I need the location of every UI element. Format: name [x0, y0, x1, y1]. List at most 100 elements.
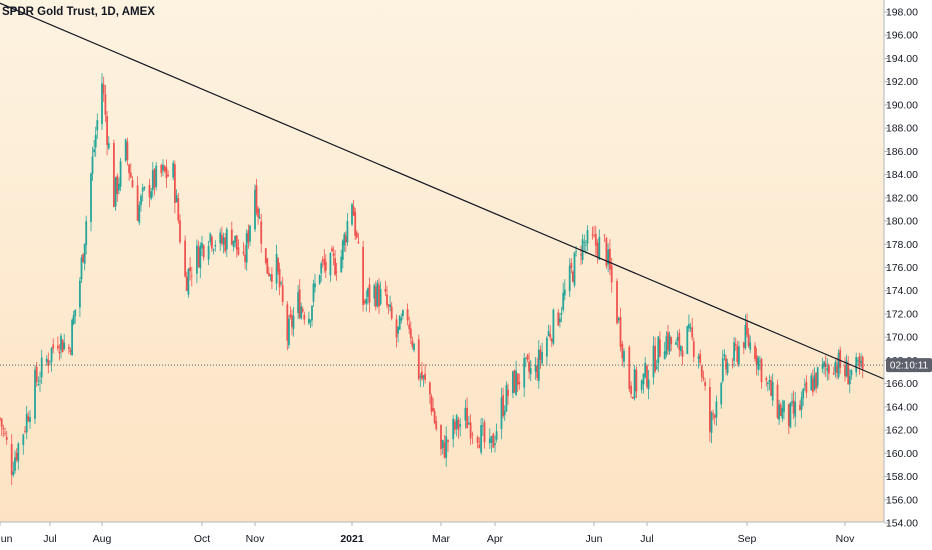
- candle-body: [783, 400, 785, 412]
- candle-body: [211, 236, 213, 249]
- candle-body: [858, 356, 861, 367]
- candle-body: [25, 413, 28, 433]
- candle-body: [35, 366, 38, 383]
- candle-body: [647, 379, 650, 390]
- candle-body: [421, 371, 423, 380]
- candle-body: [266, 258, 269, 274]
- trendline[interactable]: [0, 2, 885, 380]
- candle-body: [765, 378, 768, 381]
- candle-body: [332, 253, 335, 256]
- candle-body: [264, 248, 267, 263]
- candle-body: [27, 416, 30, 422]
- candle-body: [605, 237, 608, 266]
- candle-body: [417, 339, 420, 379]
- candle-body: [478, 444, 481, 449]
- candle-body: [768, 380, 771, 382]
- candle-body: [292, 315, 295, 329]
- price-axis[interactable]: 198.00 196.00 194.00 192.00 190.00 188.00 186.…: [884, 7, 918, 530]
- candle-body: [379, 289, 382, 305]
- candle-body: [60, 335, 62, 350]
- candle-body: [668, 335, 671, 352]
- candle-body: [150, 191, 153, 199]
- candle-body: [778, 404, 780, 420]
- candle-body: [167, 174, 169, 177]
- candle-body: [362, 246, 364, 305]
- candle-body: [678, 332, 681, 350]
- candle-body: [826, 367, 829, 371]
- candle-body: [312, 283, 315, 302]
- candle-body: [406, 309, 409, 321]
- candle-body: [644, 362, 647, 377]
- candle-body: [207, 246, 210, 260]
- candle-body: [725, 357, 727, 370]
- candle-body: [534, 365, 537, 372]
- candle-body: [733, 342, 735, 361]
- candle-body: [575, 251, 577, 252]
- candle-body: [365, 298, 368, 304]
- candle-body: [617, 317, 620, 321]
- candle-body: [744, 324, 747, 349]
- price-tick-label: 162.00: [886, 425, 918, 437]
- candle-body: [791, 401, 793, 403]
- candle-body: [655, 366, 658, 369]
- price-tick-label: 156.00: [886, 494, 918, 506]
- candle-body: [17, 443, 20, 462]
- candle-body: [291, 315, 293, 327]
- price-tick-label: 172.00: [886, 309, 918, 321]
- candle-body: [713, 415, 716, 418]
- candle-body: [143, 187, 146, 189]
- candle-body: [539, 349, 542, 360]
- candle-body: [368, 284, 371, 303]
- candle-body: [0, 418, 3, 427]
- candle-body: [93, 149, 95, 153]
- price-tick-label: 178.00: [886, 239, 918, 251]
- last-price-tag-background: [886, 358, 932, 373]
- candle-body: [378, 285, 380, 307]
- time-tick-label: Aug: [93, 533, 112, 545]
- candle-body: [816, 367, 819, 386]
- candle-body: [96, 120, 99, 131]
- candle-body: [799, 404, 801, 410]
- candle-body: [140, 195, 142, 206]
- candle-body: [12, 471, 15, 476]
- candle-body: [526, 355, 529, 360]
- candle-body: [172, 162, 175, 178]
- candle-body: [633, 369, 636, 399]
- candle-body: [459, 424, 462, 427]
- candle-body: [351, 204, 353, 225]
- candle-body: [91, 156, 94, 174]
- candle-body: [10, 444, 13, 475]
- candle-body: [49, 360, 51, 362]
- candle-body: [815, 372, 817, 389]
- candle-body: [594, 233, 597, 246]
- candle-body: [847, 364, 850, 385]
- candle-body: [329, 253, 332, 276]
- candle-body: [24, 431, 26, 432]
- candle-body: [828, 365, 830, 374]
- candle-body: [443, 442, 446, 458]
- candle-body: [681, 350, 684, 357]
- candle-body: [433, 411, 436, 423]
- price-axis-background: [884, 0, 932, 550]
- price-tick-label: 194.00: [886, 53, 918, 65]
- candle-body: [286, 304, 289, 341]
- candle-body: [457, 419, 460, 430]
- candle-body: [652, 345, 655, 378]
- candle-body: [277, 258, 279, 272]
- candle-body: [335, 271, 338, 273]
- time-axis[interactable]: Jun Jul Aug Oct Nov 2021 Mar Apr Jun Jul Sep Nov: [0, 522, 855, 545]
- candle-body: [107, 143, 110, 149]
- candle-body: [469, 422, 472, 439]
- candle-body: [720, 382, 723, 405]
- candle-body: [314, 283, 316, 288]
- candle-body: [621, 343, 624, 359]
- candle-body: [502, 395, 504, 416]
- candle-body: [770, 380, 772, 396]
- candle-body: [779, 404, 782, 416]
- price-tick-label: 186.00: [886, 146, 918, 158]
- candles-group: [0, 73, 864, 485]
- candle-body: [309, 320, 312, 322]
- candle-body: [90, 173, 92, 222]
